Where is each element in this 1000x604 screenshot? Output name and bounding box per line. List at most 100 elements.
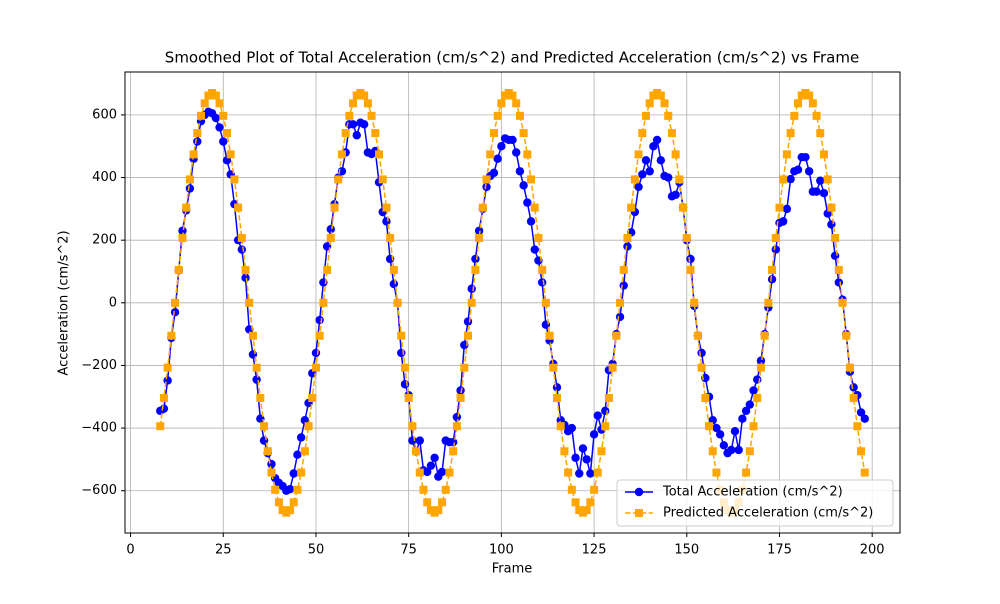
x-tick-label: 0	[126, 543, 134, 558]
data-point	[248, 331, 257, 340]
data-point	[311, 363, 320, 372]
x-tick-label: 50	[308, 543, 325, 558]
data-point	[512, 99, 521, 108]
y-tick-label: 600	[92, 107, 117, 122]
data-point	[582, 455, 591, 464]
data-point	[408, 422, 417, 431]
data-point	[768, 265, 777, 274]
data-point	[805, 91, 814, 100]
data-point	[352, 131, 361, 140]
x-tick-label: 125	[582, 543, 607, 558]
data-point	[749, 386, 758, 395]
data-point	[170, 308, 180, 317]
data-point	[582, 506, 591, 515]
data-point	[211, 91, 220, 100]
legend-label: Total Acceleration (cm/s^2)	[662, 485, 843, 500]
data-point	[493, 111, 502, 120]
data-point	[512, 148, 521, 157]
data-point	[226, 150, 235, 159]
data-point	[489, 129, 498, 138]
data-point	[241, 265, 250, 274]
data-point	[445, 468, 454, 477]
x-tick-label: 175	[767, 543, 792, 558]
data-point	[656, 156, 666, 165]
data-point	[860, 468, 869, 477]
data-point	[838, 298, 847, 307]
data-point	[842, 331, 851, 340]
data-point	[389, 279, 399, 289]
data-point	[530, 203, 539, 212]
data-point	[734, 445, 743, 455]
data-point	[508, 135, 517, 145]
y-tick-label: −200	[81, 358, 117, 373]
data-point	[656, 91, 665, 100]
data-point	[489, 168, 499, 178]
y-axis-label: Acceleration (cm/s^2)	[57, 230, 72, 375]
data-point	[697, 363, 706, 372]
data-point	[586, 498, 595, 507]
data-point	[808, 99, 817, 108]
data-point	[819, 189, 829, 198]
data-point	[823, 175, 832, 184]
data-point	[297, 468, 306, 477]
data-point	[437, 467, 447, 477]
data-point	[452, 422, 461, 431]
data-point	[527, 175, 536, 184]
data-point	[534, 233, 543, 242]
data-point	[827, 203, 836, 212]
data-point	[782, 150, 791, 159]
data-point	[375, 150, 384, 159]
data-point	[252, 363, 261, 372]
data-point	[641, 156, 651, 165]
data-point	[267, 459, 276, 469]
data-point	[712, 468, 721, 477]
data-point	[679, 203, 688, 212]
data-point	[349, 99, 358, 108]
data-point	[237, 233, 246, 242]
data-point	[849, 394, 858, 403]
data-point	[426, 461, 436, 470]
data-point	[393, 298, 402, 307]
data-point	[382, 217, 391, 226]
data-point	[545, 331, 554, 340]
data-point	[460, 340, 469, 350]
data-point	[612, 331, 621, 340]
data-point	[289, 469, 298, 478]
data-point	[267, 468, 276, 477]
data-point	[834, 265, 843, 274]
data-point	[341, 129, 350, 138]
data-point	[285, 484, 295, 494]
data-point	[649, 142, 658, 151]
data-point	[560, 447, 569, 456]
data-point	[667, 129, 676, 138]
data-point	[463, 317, 473, 326]
data-point	[419, 485, 428, 494]
data-point	[616, 298, 625, 307]
data-point	[753, 394, 762, 403]
data-point	[745, 447, 754, 456]
data-point	[159, 404, 169, 413]
data-point	[741, 406, 751, 416]
y-tick-label: 0	[109, 295, 117, 310]
data-point	[423, 467, 432, 477]
data-point	[530, 245, 539, 254]
data-point	[404, 394, 413, 403]
data-point	[167, 331, 176, 340]
data-point	[400, 380, 410, 389]
data-point	[586, 469, 595, 478]
data-point	[804, 167, 814, 176]
data-point	[652, 135, 662, 145]
data-point	[567, 485, 576, 494]
data-point	[793, 165, 803, 174]
data-point	[671, 150, 680, 159]
data-point	[831, 233, 840, 242]
data-point	[556, 422, 565, 431]
data-point	[708, 447, 717, 456]
data-point	[538, 265, 547, 274]
data-point	[237, 245, 247, 254]
data-point	[360, 91, 369, 100]
data-point	[834, 278, 844, 287]
data-point	[193, 129, 202, 138]
data-point	[230, 175, 239, 184]
data-point	[348, 120, 358, 129]
